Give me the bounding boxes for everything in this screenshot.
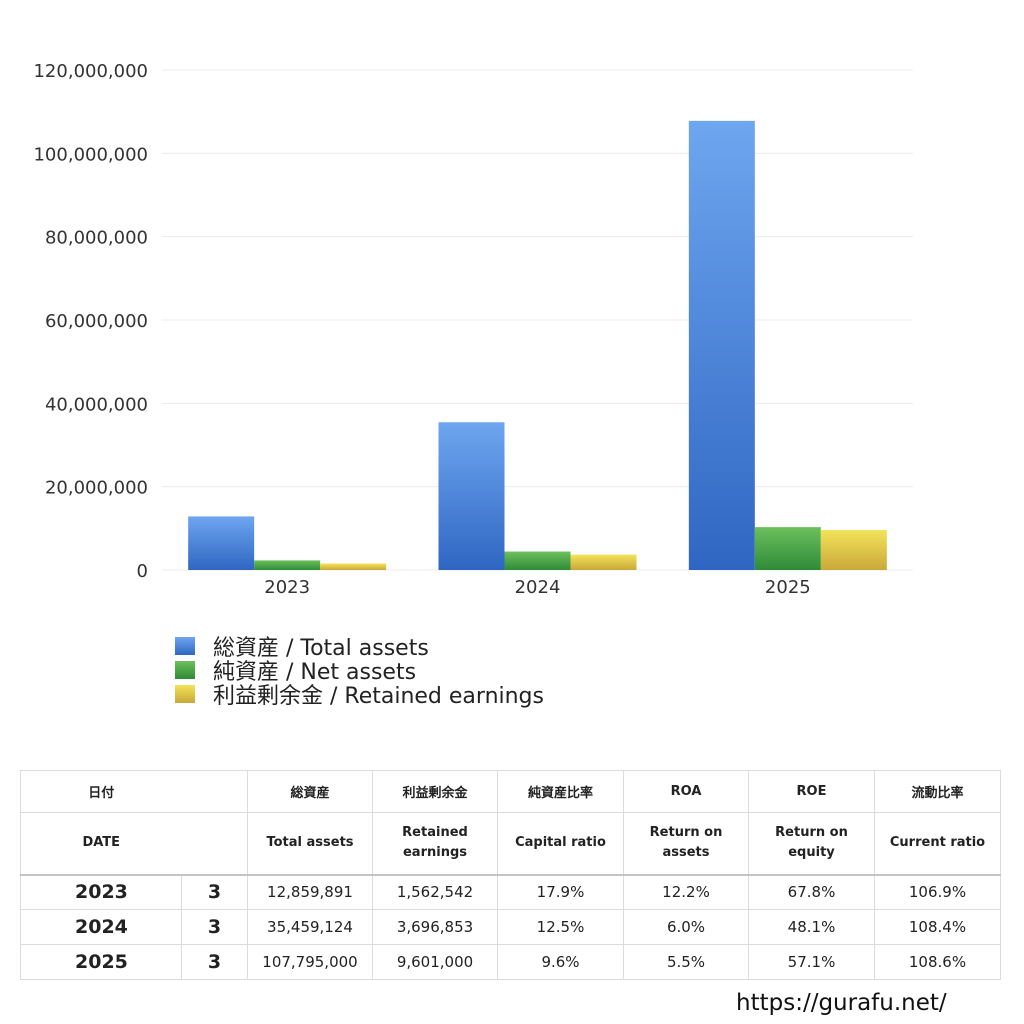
legend-swatch-retained-earnings	[175, 685, 195, 703]
bar-retained-earnings-2024	[570, 554, 637, 570]
cell-total-assets: 12,859,891	[247, 873, 373, 910]
legend-item-total-assets: 総資産 / Total assets	[175, 634, 544, 661]
grid-lines	[162, 69, 913, 571]
header-roa-en: Return on assets	[623, 812, 749, 875]
legend-label-total-assets: 総資産 / Total assets	[213, 636, 429, 661]
header-roa-jp: ROA	[623, 770, 749, 813]
header-retained-en-line2: earnings	[402, 845, 467, 861]
cell-capital-ratio: 12.5%	[497, 909, 624, 945]
cell-current-ratio: 106.9%	[874, 873, 1001, 910]
header-roe-en-line1: Return on	[775, 825, 848, 841]
cell-total-assets: 35,459,124	[247, 909, 373, 945]
cell-retained: 3,696,853	[372, 909, 498, 945]
cell-roe: 57.1%	[748, 944, 875, 980]
x-axis-tick-labels: 2023 2024 2025	[264, 577, 810, 598]
bar-total-assets-2025	[688, 120, 755, 571]
cell-year: 2023	[20, 873, 182, 910]
bar-total-assets-2023	[188, 516, 255, 570]
header-current-ratio-jp: 流動比率	[874, 770, 1001, 813]
bar-total-assets-2024	[438, 422, 505, 570]
cell-roa: 6.0%	[623, 909, 749, 945]
cell-roa: 5.5%	[623, 944, 749, 980]
cell-retained: 1,562,542	[372, 873, 498, 910]
header-quarter-en	[181, 812, 248, 875]
cell-quarter: 3	[181, 909, 248, 945]
x-tick-label: 2023	[264, 577, 310, 598]
y-tick-label: 120,000,000	[33, 61, 148, 82]
cell-roe: 48.1%	[748, 909, 875, 945]
legend-item-net-assets: 純資産 / Net assets	[175, 658, 544, 685]
table-row: 2025 3 107,795,000 9,601,000 9.6% 5.5% 5…	[20, 944, 1001, 980]
header-current-ratio-en: Current ratio	[874, 812, 1001, 875]
header-roe-jp: ROE	[748, 770, 875, 813]
header-roa-en-line2: assets	[662, 845, 710, 861]
cell-year: 2024	[20, 909, 182, 945]
y-tick-label: 100,000,000	[33, 144, 148, 165]
bar-net-assets-2023	[254, 560, 321, 570]
header-retained-en: Retained earnings	[372, 812, 498, 875]
bar-net-assets-2025	[754, 527, 821, 570]
cell-total-assets: 107,795,000	[247, 944, 373, 980]
header-date-en: DATE	[20, 812, 182, 875]
legend-swatch-net-assets	[175, 661, 195, 679]
header-roe-en-line2: equity	[788, 845, 835, 861]
legend-item-retained-earnings: 利益剰余金 / Retained earnings	[175, 682, 544, 709]
legend: 総資産 / Total assets 純資産 / Net assets 利益剰余…	[175, 634, 544, 709]
y-axis-tick-labels: 0 20,000,000 40,000,000 60,000,000 80,000,00…	[33, 61, 148, 582]
header-capital-ratio-jp: 純資産比率	[497, 770, 624, 813]
header-capital-ratio-en: Capital ratio	[497, 812, 624, 875]
y-tick-label: 40,000,000	[45, 394, 148, 415]
bar-retained-earnings-2025	[820, 529, 887, 570]
header-roa-en-line1: Return on	[649, 825, 723, 841]
cell-quarter: 3	[181, 944, 248, 980]
bar-chart: 0 20,000,000 40,000,000 60,000,000 80,000,00…	[33, 61, 913, 598]
x-tick-label: 2024	[515, 577, 561, 598]
header-roe-en: Return on equity	[748, 812, 875, 875]
legend-label-net-assets: 純資産 / Net assets	[213, 660, 417, 685]
legend-swatch-total-assets	[175, 637, 195, 655]
cell-roa: 12.2%	[623, 873, 749, 910]
table-header-row-jp: 日付 総資産 利益剰余金 純資産比率 ROA ROE 流動比率	[20, 770, 1001, 813]
header-retained-jp: 利益剰余金	[372, 770, 498, 813]
legend-label-retained-earnings: 利益剰余金 / Retained earnings	[213, 684, 544, 709]
table-header-row-en: DATE Total assets Retained earnings Capit…	[20, 812, 1001, 875]
y-tick-label: 20,000,000	[45, 478, 148, 499]
table-row: 2023 3 12,859,891 1,562,542 17.9% 12.2% …	[20, 873, 1001, 910]
header-date-jp: 日付	[20, 770, 182, 813]
y-tick-label: 60,000,000	[45, 311, 148, 332]
cell-capital-ratio: 9.6%	[497, 944, 624, 980]
y-tick-label: 0	[137, 561, 148, 582]
cell-year: 2025	[20, 944, 182, 980]
bars	[188, 120, 887, 571]
header-total-assets-jp: 総資産	[247, 770, 373, 813]
header-quarter-jp	[181, 770, 248, 813]
cell-retained: 9,601,000	[372, 944, 498, 980]
cell-current-ratio: 108.6%	[874, 944, 1001, 980]
x-tick-label: 2025	[765, 577, 811, 598]
cell-roe: 67.8%	[748, 873, 875, 910]
bar-net-assets-2024	[504, 551, 571, 570]
financial-ratios-table: 日付 総資産 利益剰余金 純資産比率 ROA ROE 流動比率 DATE Tot…	[20, 770, 1001, 980]
table-row: 2024 3 35,459,124 3,696,853 12.5% 6.0% 4…	[20, 909, 1001, 945]
cell-current-ratio: 108.4%	[874, 909, 1001, 945]
cell-quarter: 3	[181, 873, 248, 910]
header-total-assets-en: Total assets	[247, 812, 373, 875]
bar-retained-earnings-2023	[320, 563, 387, 570]
cell-capital-ratio: 17.9%	[497, 873, 624, 910]
header-retained-en-line1: Retained	[402, 825, 468, 841]
site-url-link[interactable]: https://gurafu.net/	[736, 990, 947, 1016]
y-tick-label: 80,000,000	[45, 228, 148, 249]
